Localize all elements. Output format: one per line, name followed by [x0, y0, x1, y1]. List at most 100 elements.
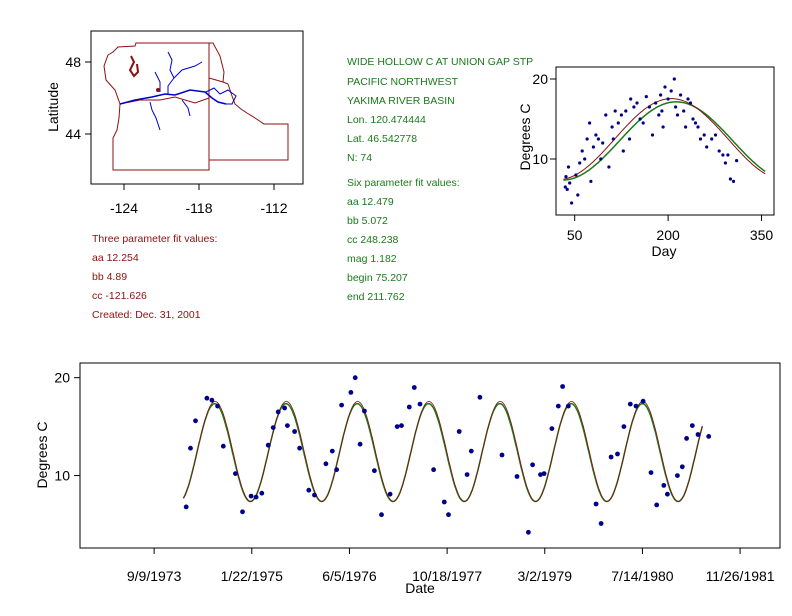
- map-xtick-label-2: -112: [261, 200, 288, 216]
- ts-point-1: [188, 445, 193, 451]
- six-param-cc: cc 248.238: [347, 234, 399, 246]
- day-point-41: [661, 125, 665, 129]
- map-xtick-label-1: -118: [186, 200, 213, 216]
- station-region: PACIFIC NORTHWEST: [347, 76, 459, 88]
- ts-xtick-label-5: 7/14/1980: [611, 568, 673, 584]
- map-state-borders: [103, 42, 289, 171]
- day-point-12: [588, 121, 592, 125]
- ts-point-48: [538, 472, 543, 477]
- ts-points: [183, 375, 712, 535]
- day-point-25: [619, 113, 624, 117]
- ts-point-21: [323, 461, 329, 467]
- day-point-46: [674, 105, 678, 109]
- map-panel: 48 44 -124 -118 -112 Latitude: [45, 30, 304, 216]
- ts-point-26: [352, 375, 358, 381]
- day-point-4: [568, 181, 572, 185]
- day-point-10: [583, 157, 587, 161]
- ts-point-44: [499, 452, 505, 458]
- day-point-50: [684, 125, 688, 129]
- ts-ytick-label-1: 20: [54, 370, 70, 386]
- ts-point-70: [695, 432, 701, 437]
- day-ylabel: Degrees C: [517, 104, 533, 171]
- day-fit-six-param: [563, 98, 766, 180]
- ts-point-64: [661, 483, 667, 488]
- ts-point-47: [530, 462, 535, 468]
- day-point-3: [566, 165, 571, 169]
- six-param-begin: begin 75.207: [347, 272, 408, 284]
- day-point-13: [589, 179, 593, 183]
- day-point-37: [654, 101, 658, 105]
- map-frame: [90, 30, 304, 185]
- day-point-21: [610, 125, 614, 129]
- ts-point-65: [665, 491, 670, 497]
- ts-point-19: [306, 487, 312, 493]
- ts-point-53: [565, 403, 571, 409]
- day-point-9: [580, 149, 584, 153]
- station-n: N: 74: [347, 152, 373, 164]
- ts-xtick-label-2: 6/5/1976: [322, 568, 377, 584]
- day-point-44: [669, 89, 673, 93]
- day-point-63: [723, 161, 728, 165]
- ts-xtick-label-1: 1/22/1975: [221, 568, 283, 584]
- day-point-17: [599, 157, 603, 161]
- day-point-38: [657, 113, 661, 117]
- map-deschutes-river: [181, 99, 191, 117]
- day-point-65: [728, 177, 733, 181]
- ts-point-56: [608, 454, 614, 460]
- day-point-58: [705, 145, 709, 149]
- ts-point-24: [339, 402, 344, 408]
- ts-xtick-label-6: 11/26/1981: [706, 568, 775, 584]
- map-spokane-river: [173, 61, 203, 79]
- map-axes: 48 44 -124 -118 -112 Latitude: [45, 54, 288, 216]
- ts-point-22: [329, 448, 335, 454]
- three-param-bb: bb 4.89: [92, 271, 128, 283]
- map-willamette-river: [149, 101, 161, 131]
- day-xtick-label-0: 50: [567, 227, 583, 243]
- ts-point-39: [446, 512, 451, 518]
- day-point-33: [641, 121, 645, 125]
- ts-point-14: [275, 409, 281, 415]
- ts-point-12: [265, 442, 271, 448]
- ts-point-43: [477, 394, 483, 400]
- ts-point-4: [209, 397, 215, 403]
- ts-point-5: [215, 403, 221, 409]
- ts-point-17: [292, 429, 297, 434]
- station-basin: YAKIMA RIVER BASIN: [347, 95, 455, 107]
- ts-point-54: [593, 501, 599, 507]
- ts-point-16: [285, 423, 290, 428]
- three-param-header: Three parameter fit values:: [92, 233, 218, 245]
- ts-point-23: [334, 467, 339, 473]
- day-axes: 50 200 350 10 20 Day Degrees C: [517, 71, 773, 259]
- day-point-7: [576, 193, 580, 197]
- day-point-61: [717, 149, 721, 153]
- day-point-30: [632, 105, 636, 109]
- day-fit-three-param: [563, 101, 766, 181]
- ts-point-71: [706, 434, 712, 439]
- day-point-59: [710, 137, 714, 141]
- map-idaho-border: [209, 42, 225, 83]
- day-point-31: [635, 101, 639, 105]
- day-points: [563, 77, 739, 205]
- day-point-62: [721, 153, 725, 157]
- ts-point-40: [456, 429, 462, 434]
- map-ytick-label-0: 48: [65, 54, 81, 70]
- ts-ylabel: Degrees C: [34, 422, 50, 489]
- ts-axes: 9/9/1973 1/22/1975 6/5/1976 10/18/1977 3/2/1…: [34, 370, 775, 596]
- day-point-29: [629, 97, 633, 101]
- ts-point-6: [220, 443, 226, 449]
- day-point-64: [726, 153, 730, 157]
- station-lon: Lon. 120.474444: [347, 114, 426, 126]
- day-ytick-label-0: 10: [532, 151, 548, 167]
- day-point-35: [647, 105, 652, 109]
- map-columbia-river: [119, 89, 227, 105]
- day-point-27: [624, 109, 628, 113]
- day-point-8: [578, 161, 582, 165]
- ts-point-35: [411, 385, 417, 390]
- day-xlabel: Day: [652, 243, 677, 259]
- station-name: WIDE HOLLOW C AT UNION GAP STP: [347, 56, 534, 68]
- day-point-24: [616, 121, 620, 125]
- day-point-47: [675, 113, 680, 117]
- day-point-45: [672, 77, 676, 81]
- ts-point-58: [621, 424, 627, 429]
